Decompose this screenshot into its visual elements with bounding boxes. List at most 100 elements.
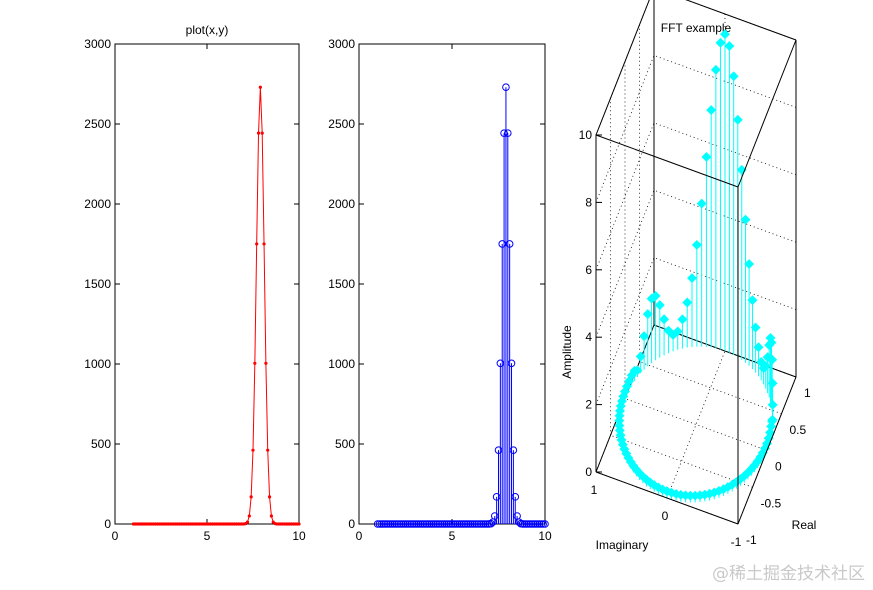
- grid-line: [595, 122, 655, 270]
- grid-line: [666, 350, 726, 499]
- y-tick-label: 0: [104, 517, 111, 531]
- y-tick-label: 2000: [84, 197, 111, 211]
- fft-xlabel: Real: [792, 518, 817, 532]
- stem-axes-box: [358, 43, 546, 525]
- x-tick-label: 10: [538, 529, 552, 543]
- stem-marker: [740, 214, 751, 225]
- stem-marker: [635, 351, 646, 362]
- stem-series-markers: [373, 83, 549, 528]
- grid-line: [595, 0, 650, 136]
- box-edge: [595, 471, 739, 525]
- stem-marker: [507, 359, 516, 368]
- z-tick-label: 2: [585, 398, 592, 412]
- stem-marker: [720, 29, 730, 40]
- box-edge: [595, 0, 650, 136]
- fft-stems: [614, 29, 778, 503]
- data-point: [255, 242, 259, 246]
- z-tick-label: 4: [585, 330, 592, 344]
- stem-marker: [505, 240, 514, 248]
- stem-marker: [747, 295, 758, 306]
- stem-marker: [642, 309, 653, 320]
- data-point: [253, 361, 257, 365]
- stem-marker: [715, 37, 726, 48]
- stem-marker: [677, 314, 688, 325]
- stem-marker: [639, 331, 650, 342]
- box-edge: [737, 376, 797, 525]
- x-tick-label: 10: [292, 529, 306, 543]
- stem-marker: [767, 354, 778, 365]
- data-point: [260, 131, 264, 135]
- x-tick-label: 0: [112, 529, 119, 543]
- y-tick-label: 1500: [328, 277, 355, 291]
- subplot-plot: plot(x,y) 0 500 1000 1500 2000 2500 3000 0 5 10: [84, 23, 306, 543]
- fft-title: FFT example: [661, 21, 732, 35]
- grid-line: [624, 398, 768, 451]
- data-point: [262, 242, 266, 246]
- stem-marker: [732, 114, 743, 125]
- y-tick-label: 2000: [328, 197, 355, 211]
- y-tick-label: -1: [731, 535, 742, 549]
- x-tick-label: -0.5: [761, 496, 782, 510]
- x-tick-label: -1: [746, 533, 757, 547]
- stem-marker: [706, 105, 717, 116]
- stem-marker: [504, 129, 512, 137]
- box-edge: [595, 134, 739, 188]
- data-point: [258, 85, 262, 89]
- z-tick-label: 6: [585, 263, 592, 277]
- z-tick-label: 0: [585, 465, 592, 479]
- y-tick-label: 3000: [84, 37, 111, 51]
- x-tick-label: 5: [449, 529, 456, 543]
- stem-marker: [632, 365, 643, 376]
- stem-marker: [672, 326, 683, 337]
- stem-marker: [654, 300, 665, 311]
- box-edge: [685, 0, 797, 41]
- y-tick-label: 1: [591, 483, 598, 497]
- fft-ylabel: Imaginary: [596, 538, 649, 552]
- data-point: [249, 495, 253, 499]
- z-tick-label: 8: [585, 195, 592, 209]
- stem-marker: [682, 297, 693, 308]
- x-tick-label: 0: [356, 529, 363, 543]
- stem-marker: [753, 342, 764, 353]
- box-edge: [737, 39, 797, 188]
- y-tick-label: 500: [335, 437, 355, 451]
- y-tick-label: 500: [91, 437, 111, 451]
- data-point: [251, 448, 255, 452]
- stem-marker: [750, 322, 761, 333]
- stem-marker: [541, 520, 549, 528]
- stem-marker: [511, 493, 520, 501]
- data-point: [256, 131, 261, 135]
- stem-marker: [710, 64, 721, 75]
- plot-axes-box: [114, 43, 300, 525]
- fft-zlabel: Amplitude: [560, 325, 574, 379]
- data-point: [267, 495, 272, 499]
- stem-marker: [728, 71, 739, 82]
- fft-front-box: [595, 39, 797, 525]
- watermark-text: @稀土掘金技术社区: [712, 564, 865, 584]
- plot-y-ticks: 0 500 1000 1500 2000 2500 3000: [84, 37, 299, 531]
- x-tick-label: 0.5: [790, 423, 807, 437]
- stem-marker: [766, 337, 777, 348]
- data-point: [297, 522, 301, 526]
- z-tick-label: 10: [579, 128, 593, 142]
- stem-marker: [766, 421, 777, 432]
- stem-marker: [701, 151, 712, 162]
- stem-marker: [724, 41, 735, 51]
- plot-x-ticks: 0 5 10: [112, 44, 306, 543]
- stem-marker: [515, 518, 523, 526]
- x-tick-label: 5: [204, 529, 211, 543]
- stem-marker: [696, 198, 707, 209]
- stem-y-ticks: 0 500 1000 1500 2000 2500 3000: [328, 37, 545, 531]
- y-tick-label: 2500: [328, 117, 355, 131]
- y-tick-label: 1000: [328, 357, 355, 371]
- stem-marker: [744, 259, 755, 269]
- stem-marker: [767, 399, 778, 410]
- stem-marker: [767, 378, 778, 389]
- stem-marker: [509, 446, 518, 454]
- stem-marker: [762, 438, 772, 449]
- plot-series-markers: [131, 85, 301, 526]
- stem-marker: [502, 83, 510, 91]
